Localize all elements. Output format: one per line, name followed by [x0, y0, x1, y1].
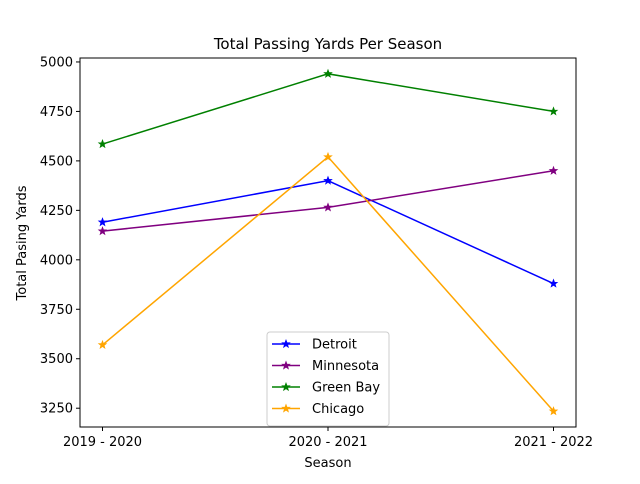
x-tick-label: 2020 - 2021 [288, 435, 367, 450]
legend-entry-detroit: Detroit [272, 338, 357, 353]
chart-legend: Detroit Minnesota Green Bay Chicago [266, 331, 390, 427]
y-tick-label: 4750 [40, 105, 73, 120]
data-point-chicago [323, 151, 333, 162]
y-axis-label: Total Pasing Yards [15, 185, 30, 301]
data-point-minnesota [548, 165, 559, 175]
legend-entry-chicago: Chicago [272, 402, 364, 417]
y-tick-label: 3250 [40, 402, 73, 417]
x-tick-label: 2021 - 2022 [514, 435, 593, 450]
y-tick-label: 5000 [40, 55, 73, 70]
y-tick-label: 3500 [40, 352, 73, 367]
series-chicago [97, 151, 559, 416]
series-detroit [97, 175, 559, 288]
y-tick-label: 4250 [40, 204, 73, 219]
legend-label-green-bay: Green Bay [312, 381, 380, 396]
x-axis-ticks: 2019 - 2020 2020 - 2021 2021 - 2022 [63, 427, 593, 450]
data-point-detroit [548, 278, 559, 288]
legend-box [266, 331, 390, 427]
data-point-green-bay [548, 106, 559, 116]
x-tick-label: 2019 - 2020 [63, 435, 142, 450]
series-layer [97, 68, 559, 416]
data-point-detroit [97, 217, 108, 227]
x-axis-label: Season [304, 456, 351, 471]
data-point-minnesota [97, 226, 108, 236]
plot-area-frame [79, 57, 577, 428]
chart-title: Total Passing Yards Per Season [213, 35, 442, 53]
data-point-chicago [97, 339, 108, 349]
legend-marker-minnesota [281, 360, 291, 370]
data-point-minnesota [323, 202, 333, 212]
legend-entry-green-bay: Green Bay [272, 381, 380, 396]
legend-label-detroit: Detroit [312, 338, 357, 353]
y-tick-label: 3750 [40, 303, 73, 318]
y-tick-label: 4000 [40, 253, 73, 268]
legend-label-minnesota: Minnesota [312, 359, 379, 374]
legend-label-chicago: Chicago [312, 402, 364, 417]
y-tick-label: 4500 [40, 154, 73, 169]
series-green-bay [97, 68, 559, 149]
data-point-chicago [548, 406, 559, 416]
data-point-green-bay [323, 68, 333, 78]
series-minnesota [97, 165, 559, 236]
y-axis-ticks: 3250 3500 3750 4000 4250 4500 4750 5000 [40, 55, 80, 417]
legend-entry-minnesota: Minnesota [272, 359, 379, 374]
legend-marker-green-bay [281, 381, 291, 392]
legend-marker-detroit [281, 338, 291, 349]
data-point-detroit [323, 175, 333, 185]
data-point-green-bay [97, 139, 108, 149]
legend-marker-chicago [281, 403, 291, 413]
